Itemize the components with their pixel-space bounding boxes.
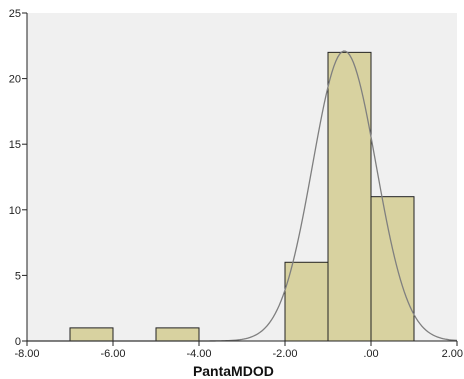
histogram-bar-4 bbox=[370, 196, 415, 342]
y-tick-label: 15 bbox=[9, 139, 21, 151]
y-tick-label: 0 bbox=[15, 336, 21, 348]
y-tick-label: 5 bbox=[15, 270, 21, 282]
x-tick-label: -4.00 bbox=[186, 348, 211, 360]
bars-group bbox=[69, 51, 415, 342]
x-tick-label: 2.00 bbox=[442, 348, 463, 360]
histogram-bar-1 bbox=[155, 327, 200, 342]
histogram-bar-3 bbox=[327, 51, 372, 342]
y-tick-label: 20 bbox=[9, 74, 21, 86]
x-tick-label: .00 bbox=[363, 348, 378, 360]
x-tick-label: -8.00 bbox=[14, 348, 39, 360]
x-tick-label: -6.00 bbox=[100, 348, 125, 360]
y-tick-label: 25 bbox=[9, 8, 21, 20]
histogram-bar-0 bbox=[69, 327, 114, 342]
x-tick-label: -2.00 bbox=[272, 348, 297, 360]
y-tick-label: 10 bbox=[9, 205, 21, 217]
histogram-bar-2 bbox=[284, 261, 329, 342]
x-axis-ticks: -8.00 -6.00 -4.00 -2.00 .00 2.00 bbox=[14, 341, 463, 360]
y-axis-ticks: 0 5 10 15 20 25 bbox=[9, 8, 27, 348]
x-axis-title: PantaMDOD bbox=[193, 363, 274, 379]
